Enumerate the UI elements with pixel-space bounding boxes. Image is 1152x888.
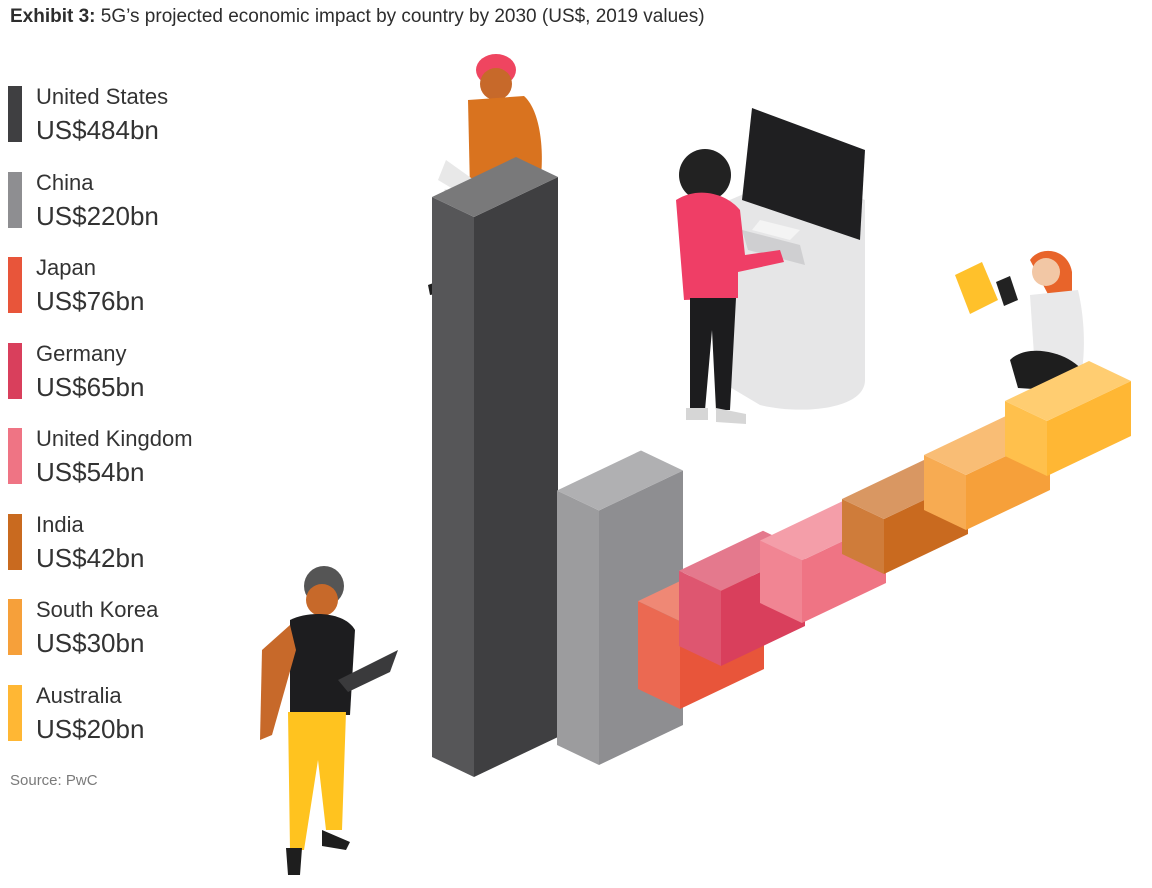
legend-country-label: China <box>36 169 94 195</box>
legend-country-label: Japan <box>36 255 96 280</box>
legend-value-label: US$30bn <box>36 628 145 658</box>
bar-left-face <box>557 490 599 765</box>
legend-swatch <box>8 257 22 313</box>
legend-swatch <box>8 342 22 399</box>
legend-item: Germany US$65bn <box>8 341 238 427</box>
legend-value-label: US$42bn <box>36 542 145 573</box>
bar-group <box>432 157 1131 777</box>
bar-right-face <box>474 177 558 777</box>
bar-top-face <box>557 450 683 511</box>
standing-person-with-tablet-illustration <box>260 566 398 875</box>
seated-woman-with-phone-illustration <box>955 250 1088 392</box>
bar-top-face <box>1005 361 1131 421</box>
legend-country-label: India <box>36 511 84 537</box>
legend-item: United Kingdom US$54bn <box>8 426 238 512</box>
source-note: Source: PwC <box>10 772 98 789</box>
legend-swatch <box>8 684 22 741</box>
legend-country-label: United Kingdom <box>36 426 193 451</box>
bar-right-face <box>1047 381 1131 476</box>
bar-left-face <box>679 570 721 666</box>
legend-swatch <box>8 171 22 228</box>
bar-left-face <box>638 601 680 709</box>
legend-item: China US$220bn <box>8 170 238 256</box>
legend-value-label: US$76bn <box>36 286 145 316</box>
legend-item: India US$42bn <box>8 512 238 598</box>
legend-value-label: US$65bn <box>36 371 145 402</box>
kiosk-illustration <box>718 108 865 410</box>
legend: United States US$484bn China US$220bn Japan U… <box>8 84 238 768</box>
bar-left-face <box>432 197 474 777</box>
legend-item: United States US$484bn <box>8 84 238 170</box>
legend-value-label: US$54bn <box>36 457 145 487</box>
legend-country-label: Germany <box>36 340 127 366</box>
legend-item: Japan US$76bn <box>8 255 238 341</box>
legend-item: South Korea US$30bn <box>8 597 238 683</box>
bar-top-face <box>432 157 558 217</box>
legend-country-label: United States <box>36 84 169 109</box>
legend-country-label: Australia <box>36 682 122 708</box>
chart-title-bold: Exhibit 3: <box>10 6 96 27</box>
woman-at-kiosk-illustration <box>676 149 784 424</box>
legend-swatch <box>8 513 22 570</box>
legend-value-label: US$220bn <box>36 200 159 231</box>
legend-value-label: US$484bn <box>36 115 159 145</box>
chart-title-text: 5G’s projected economic impact by countr… <box>100 6 705 27</box>
bar-left-face <box>760 540 802 623</box>
bar-left-face <box>924 455 966 530</box>
legend-country-label: South Korea <box>36 597 159 622</box>
bar-left-face <box>842 499 884 574</box>
legend-item: Australia US$20bn <box>8 683 238 769</box>
chart-title: Exhibit 3: 5G’s projected economic impac… <box>10 6 705 28</box>
legend-swatch <box>8 86 22 142</box>
legend-value-label: US$20bn <box>36 713 145 744</box>
legend-swatch <box>8 599 22 655</box>
bar-left-face <box>1005 401 1047 476</box>
legend-swatch <box>8 428 22 484</box>
